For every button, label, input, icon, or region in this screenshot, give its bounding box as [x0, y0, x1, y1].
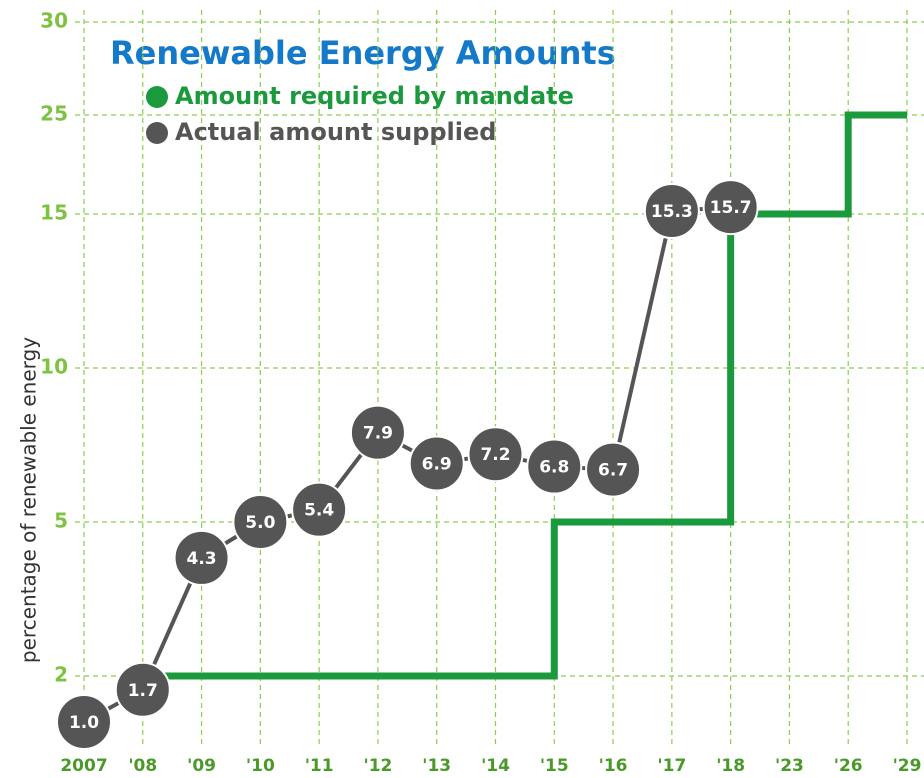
x-tick-label: '16	[599, 756, 628, 776]
x-tick-label: 2007	[60, 756, 107, 776]
x-tick-label: '23	[775, 756, 804, 776]
x-tick-label: '13	[422, 756, 451, 776]
y-tick-label: 25	[40, 102, 68, 126]
point-marker	[526, 438, 583, 495]
x-tick-label: '08	[128, 756, 157, 776]
point-marker	[291, 481, 348, 538]
data-label: 15.7	[710, 198, 752, 218]
legend-marker	[146, 122, 168, 144]
point-marker	[349, 404, 406, 461]
point-marker	[408, 435, 465, 492]
legend-marker	[146, 86, 168, 108]
x-tick-label: '11	[305, 756, 334, 776]
point-marker	[467, 426, 524, 483]
point-marker	[702, 179, 759, 236]
step-line	[142, 111, 907, 680]
chart-title: Renewable Energy Amounts	[110, 34, 616, 72]
data-label: 5.4	[304, 501, 334, 521]
point-marker	[173, 529, 230, 586]
legend-label: Amount required by mandate	[175, 82, 574, 110]
x-tick-label: '29	[893, 756, 922, 776]
data-label: 7.2	[480, 445, 510, 465]
y-axis-label: percentage of renewable energy	[17, 337, 41, 663]
data-label: 5.0	[245, 513, 275, 533]
x-tick-label: '12	[363, 756, 392, 776]
x-tick-label: '10	[246, 756, 275, 776]
point-marker	[232, 494, 289, 550]
point-marker	[56, 694, 112, 750]
data-label: 15.3	[651, 202, 693, 222]
data-label: 1.0	[69, 713, 99, 733]
y-tick-label: 30	[40, 9, 68, 33]
data-label: 4.3	[187, 549, 217, 569]
y-tick-label: 15	[40, 201, 68, 225]
data-label: 6.9	[422, 454, 452, 474]
point-marker	[585, 441, 642, 498]
legend-label: Actual amount supplied	[175, 118, 496, 146]
x-tick-label: '15	[540, 756, 569, 776]
y-tick-label: 5	[54, 509, 68, 533]
x-tick-label: '14	[481, 756, 510, 776]
point-marker	[114, 661, 171, 718]
y-tick-label: 2	[54, 663, 68, 687]
data-label: 1.7	[128, 681, 158, 701]
data-label: 6.8	[539, 458, 569, 478]
data-label: 7.9	[363, 424, 393, 444]
x-tick-label: '17	[657, 756, 686, 776]
y-tick-label: 10	[40, 355, 68, 379]
x-tick-label: '18	[716, 756, 745, 776]
point-marker	[643, 183, 700, 240]
x-tick-label: '09	[187, 756, 216, 776]
x-tick-label: '26	[834, 756, 863, 776]
data-label: 6.7	[598, 461, 628, 481]
